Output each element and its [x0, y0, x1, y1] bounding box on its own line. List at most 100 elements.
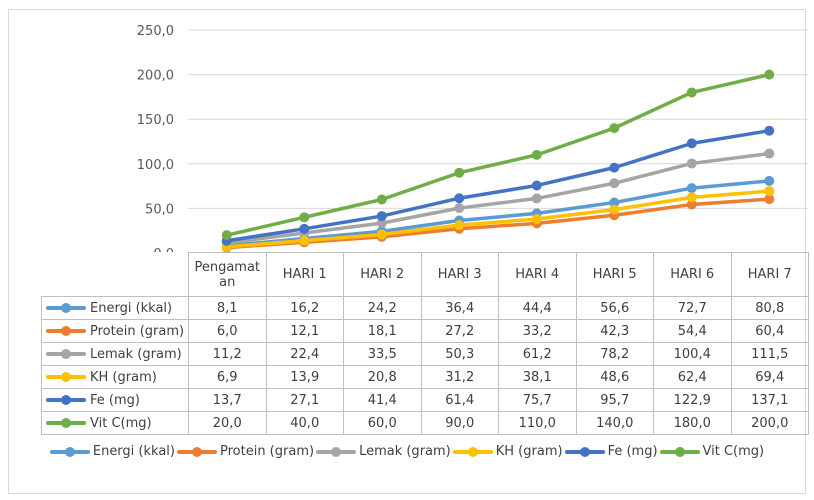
data-value-cell: 13,9	[265, 365, 344, 389]
data-point-2-5	[609, 178, 620, 189]
x-category-label: HARI 7	[730, 252, 809, 297]
data-value-cell: 16,2	[265, 296, 344, 320]
legend-label: Lemak (gram)	[359, 444, 451, 459]
data-point-3-7	[764, 186, 775, 197]
chart-frame	[8, 9, 806, 494]
data-value-cell: 27,1	[265, 388, 344, 412]
legend-swatch	[46, 395, 86, 405]
data-point-5-4	[531, 149, 542, 160]
series-points	[221, 69, 775, 252]
data-value-cell: 13,7	[188, 388, 267, 412]
y-tick-label: 100,0	[137, 158, 174, 173]
data-value-cell: 72,7	[653, 296, 732, 320]
data-value-cell: 80,8	[730, 296, 809, 320]
series-name: Energi (kkal)	[90, 300, 173, 316]
legend-label: Vit C(mg)	[702, 444, 765, 459]
data-value-cell: 111,5	[730, 342, 809, 366]
y-axis-ticks: 0,0 50,0 100,0 150,0 200,0 250,0	[137, 24, 174, 252]
legend-item: Lemak (gram)	[316, 444, 451, 459]
series-lines	[225, 72, 771, 250]
data-point-5-2	[376, 194, 387, 205]
data-value-cell: 41,4	[343, 388, 422, 412]
data-point-4-4	[531, 180, 542, 191]
data-value-cell: 60,4	[730, 319, 809, 343]
legend-swatch	[564, 446, 605, 457]
data-value-cell: 180,0	[653, 411, 732, 435]
series-row-header: Energi (kkal)	[41, 296, 189, 320]
data-value-cell: 18,1	[343, 319, 422, 343]
x-category-label: HARI 3	[420, 252, 499, 297]
data-value-cell: 11,2	[188, 342, 267, 366]
data-value-cell: 8,1	[188, 296, 267, 320]
gridlines	[188, 29, 808, 209]
series-row-header: KH (gram)	[41, 365, 189, 389]
legend-label: KH (gram)	[495, 444, 563, 459]
data-value-cell: 24,2	[343, 296, 422, 320]
table-header-row: Pengamat an HARI 1 HARI 2 HARI 3 HARI 4 HARI …	[41, 252, 809, 297]
table-row: Protein (gram) 6,0 12,1 18,1 27,2 33,2 42,3 54,…	[41, 319, 809, 343]
y-tick-label: 50,0	[145, 202, 174, 217]
data-point-4-6	[686, 138, 697, 149]
data-point-3-1	[299, 235, 310, 246]
x-category-label: HARI 5	[575, 252, 654, 297]
data-point-4-2	[376, 211, 387, 222]
table-row: KH (gram) 6,9 13,9 20,8 31,2 38,1 48,6 62,4 69,4	[41, 365, 809, 389]
data-value-cell: 62,4	[653, 365, 732, 389]
data-point-1-6	[686, 199, 697, 210]
data-value-cell: 44,4	[498, 296, 577, 320]
data-point-4-3	[454, 193, 465, 204]
legend-item: KH (gram)	[452, 444, 563, 459]
data-point-2-2	[376, 218, 387, 229]
data-value-cell: 20,8	[343, 365, 422, 389]
data-point-2-6	[686, 158, 697, 169]
data-value-cell: 100,4	[653, 342, 732, 366]
data-value-cell: 40,0	[265, 411, 344, 435]
y-tick-label: 200,0	[137, 69, 174, 84]
legend-swatch	[46, 418, 86, 428]
data-point-5-1	[299, 212, 310, 223]
x-category-label: HARI 4	[498, 252, 577, 297]
data-value-cell: 61,4	[420, 388, 499, 412]
data-point-2-7	[764, 148, 775, 159]
data-value-cell: 33,5	[343, 342, 422, 366]
legend: Energi (kkal) Protein (gram) Lemak (gram) K…	[0, 444, 814, 459]
table-row: Energi (kkal) 8,1 16,2 24,2 36,4 44,4 56,6 72,7…	[41, 296, 809, 320]
y-tick-label: 250,0	[137, 24, 174, 39]
series-line-2	[225, 151, 771, 245]
legend-swatch	[46, 349, 86, 359]
data-point-4-5	[609, 162, 620, 173]
data-point-4-1	[299, 223, 310, 234]
x-category-label: Pengamat an	[188, 252, 267, 297]
y-tick-label: 150,0	[137, 113, 174, 128]
legend-swatch	[46, 326, 86, 336]
series-name: Lemak (gram)	[90, 346, 182, 362]
legend-swatch	[46, 303, 86, 313]
plot-area: 0,0 50,0 100,0 150,0 200,0 250,0	[137, 24, 808, 252]
legend-label: Fe (mg)	[607, 444, 658, 459]
data-value-cell: 140,0	[575, 411, 654, 435]
legend-item: Protein (gram)	[176, 444, 315, 459]
data-value-cell: 122,9	[653, 388, 732, 412]
table-row: Lemak (gram) 11,2 22,4 33,5 50,3 61,2 78,2 100,…	[41, 342, 809, 366]
data-point-0-5	[609, 197, 620, 208]
data-value-cell: 27,2	[420, 319, 499, 343]
legend-label: Protein (gram)	[219, 444, 315, 459]
data-value-cell: 110,0	[498, 411, 577, 435]
x-category-label: HARI 1	[265, 252, 344, 297]
series-row-header: Fe (mg)	[41, 388, 189, 412]
data-table: Pengamat an HARI 1 HARI 2 HARI 3 HARI 4 HARI …	[41, 252, 809, 435]
legend-swatch	[176, 446, 217, 457]
series-name: Vit C(mg)	[90, 415, 152, 431]
data-point-5-5	[609, 123, 620, 134]
legend-label: Energi (kkal)	[92, 444, 175, 459]
legend-swatch	[49, 446, 90, 457]
data-point-0-7	[764, 175, 775, 186]
data-value-cell: 42,3	[575, 319, 654, 343]
data-value-cell: 60,0	[343, 411, 422, 435]
legend-swatch	[46, 372, 86, 382]
data-value-cell: 33,2	[498, 319, 577, 343]
series-row-header: Lemak (gram)	[41, 342, 189, 366]
data-value-cell: 61,2	[498, 342, 577, 366]
table-row: Fe (mg) 13,7 27,1 41,4 61,4 75,7 95,7 122,9 137,…	[41, 388, 809, 412]
legend-swatch	[452, 446, 493, 457]
